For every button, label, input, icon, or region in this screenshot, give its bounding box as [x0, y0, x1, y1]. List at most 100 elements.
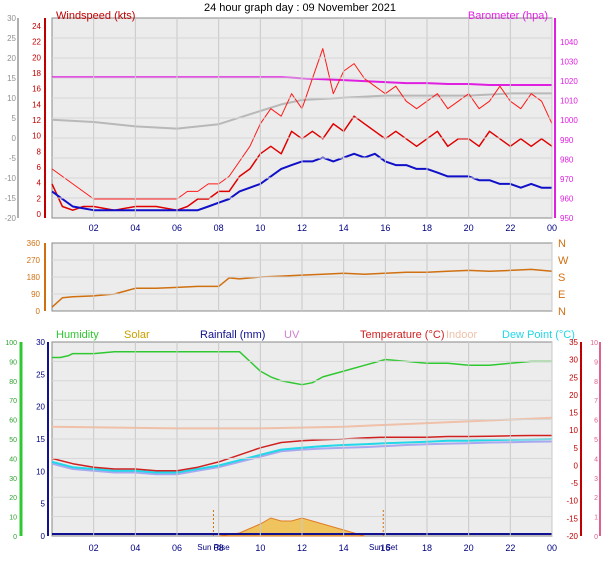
- wind-outer-tick: 5: [12, 114, 17, 123]
- uv-tick: 3: [594, 476, 598, 483]
- x-tick-label: 14: [339, 223, 349, 233]
- direction-series: [51, 268, 553, 308]
- x-tick-label: 06: [172, 223, 182, 233]
- barometer-tick: 1030: [560, 58, 578, 67]
- axis-ticks: 0202040406060808101012121414161618182020…: [4, 14, 601, 553]
- wind-outer-tick: -20: [4, 214, 16, 223]
- x-tick-label: 06: [172, 543, 182, 553]
- wind-inner-tick: 10: [32, 132, 41, 141]
- x-tick-label: 08: [214, 223, 224, 233]
- wind-inner-tick: 6: [37, 163, 42, 172]
- humidity-tick: 30: [9, 476, 17, 483]
- rain-tick: 15: [36, 435, 45, 444]
- legend-entry: Humidity: [56, 329, 99, 341]
- temperature-tick: 30: [569, 356, 578, 365]
- compass-tick: W: [558, 255, 569, 267]
- wind-outer-tick: -5: [9, 154, 17, 163]
- barometer-label: Barometer (hpa): [468, 10, 548, 22]
- wind-inner-tick: 16: [32, 85, 41, 94]
- x-tick-label: 10: [255, 223, 265, 233]
- x-tick-label: 12: [297, 223, 307, 233]
- uv-tick: 9: [594, 359, 598, 366]
- barometer-tick: 1020: [560, 77, 578, 86]
- x-tick-label: 02: [89, 543, 99, 553]
- wind-outer-tick: 25: [7, 34, 16, 43]
- windspeed-series: [51, 115, 553, 211]
- wind-inner-tick: 22: [32, 38, 41, 47]
- x-tick-label: 08: [214, 543, 224, 553]
- x-tick-label: 20: [464, 223, 474, 233]
- barometer-tick: 980: [560, 155, 574, 164]
- wind-outer-tick: 0: [12, 134, 17, 143]
- uv-tick: 6: [594, 418, 598, 425]
- barometer-tick: 990: [560, 136, 574, 145]
- wind-outer-tick: 20: [7, 54, 16, 63]
- wind-outer-tick: 10: [7, 94, 16, 103]
- barometer-tick: 970: [560, 175, 574, 184]
- rain-tick: 10: [36, 467, 45, 476]
- wind-inner-tick: 14: [32, 100, 41, 109]
- legend-entry: Dew Point (°C): [502, 329, 575, 341]
- temperature-tick: 15: [569, 409, 578, 418]
- uv-tick: 2: [594, 495, 598, 502]
- uv-tick: 5: [594, 437, 598, 444]
- temperature-tick: -10: [566, 497, 578, 506]
- uv-tick: 10: [590, 340, 598, 347]
- compass-tick: E: [558, 289, 565, 301]
- sunset-label: Sun Set: [369, 543, 398, 552]
- barometer-tick: 1010: [560, 97, 578, 106]
- wind-inner-tick: 2: [37, 194, 42, 203]
- temperature-tick: -5: [571, 479, 579, 488]
- humidity-tick: 80: [9, 379, 17, 386]
- direction-tick: 0: [36, 307, 41, 316]
- x-tick-label: 04: [130, 223, 140, 233]
- temperature-tick: 0: [574, 461, 579, 470]
- barometer-tick: 960: [560, 194, 574, 203]
- temperature-tick: 25: [569, 373, 578, 382]
- uv-tick: 7: [594, 398, 598, 405]
- avg-wind-series: [51, 152, 552, 212]
- rain-tick: 30: [36, 338, 45, 347]
- direction-tick: 90: [31, 290, 40, 299]
- uv-tick: 1: [594, 515, 598, 522]
- legend-entry: Temperature (°C): [360, 329, 444, 341]
- legend-entry: Rainfall (mm): [200, 329, 265, 341]
- humidity-tick: 100: [5, 340, 17, 347]
- humidity-tick: 0: [13, 534, 17, 541]
- compass-tick: N: [558, 306, 566, 318]
- sunrise-label: Sun Rise: [197, 543, 230, 552]
- x-tick-label: 14: [339, 543, 349, 553]
- temperature-tick: 10: [569, 426, 578, 435]
- temperature-tick: 20: [569, 391, 578, 400]
- humidity-tick: 10: [9, 515, 17, 522]
- rain-tick: 20: [36, 403, 45, 412]
- x-tick-label: 00: [547, 543, 557, 553]
- gust-series: [51, 48, 553, 200]
- x-tick-label: 10: [255, 543, 265, 553]
- compass-tick: S: [558, 272, 565, 284]
- rain-tick: 5: [41, 500, 46, 509]
- humidity-tick: 60: [9, 418, 17, 425]
- x-tick-label: 20: [464, 543, 474, 553]
- wind-inner-tick: 4: [37, 179, 42, 188]
- barometer-series: [52, 76, 552, 86]
- humidity-tick: 50: [9, 437, 17, 444]
- windspeed-label: Windspeed (kts): [56, 10, 135, 22]
- wind-inner-tick: 12: [32, 116, 41, 125]
- wind-outer-tick: -10: [4, 174, 16, 183]
- x-tick-label: 12: [297, 543, 307, 553]
- humidity-tick: 20: [9, 495, 17, 502]
- wind-inner-tick: 24: [32, 22, 41, 31]
- temp-legend: Humidity Solar Rainfall (mm) UV Temperature …: [56, 329, 575, 341]
- wind-inner-tick: 20: [32, 53, 41, 62]
- temperature-tick: 35: [569, 338, 578, 347]
- humidity-tick: 90: [9, 359, 17, 366]
- rain-tick: 0: [41, 532, 46, 541]
- wind-outer-tick: 15: [7, 74, 16, 83]
- x-tick-label: 22: [505, 543, 515, 553]
- humidity-tick: 70: [9, 398, 17, 405]
- direction-tick: 180: [27, 273, 41, 282]
- x-tick-label: 02: [89, 223, 99, 233]
- legend-entry: Solar: [124, 329, 150, 341]
